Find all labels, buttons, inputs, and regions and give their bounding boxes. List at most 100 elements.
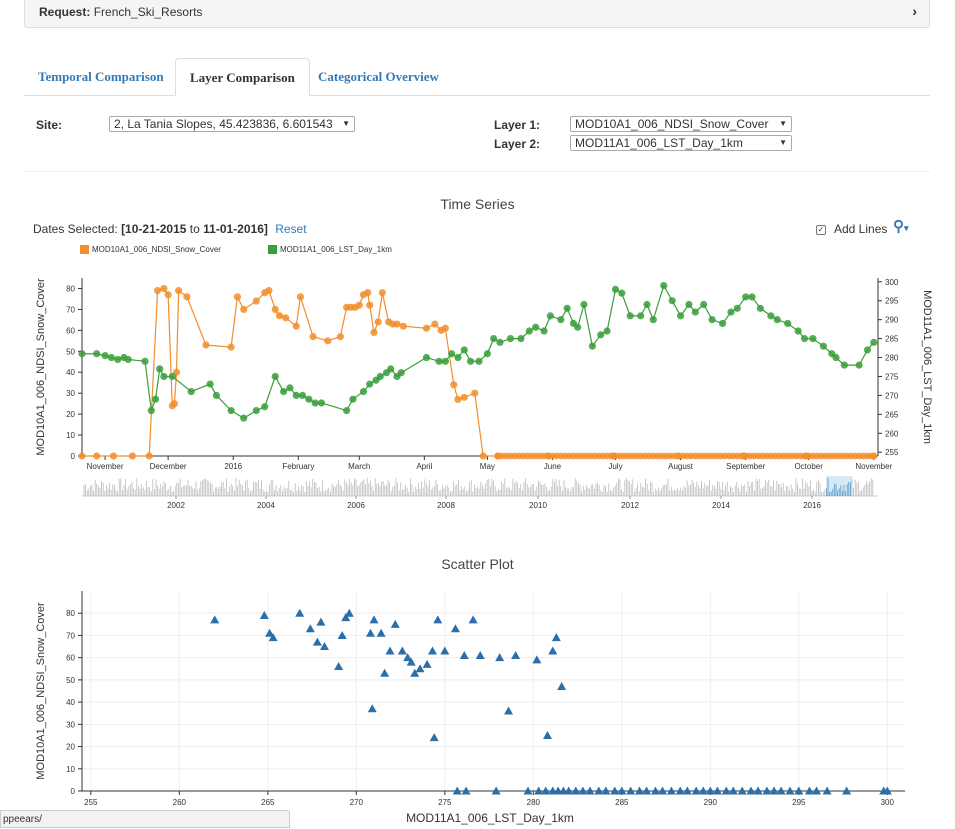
data-point — [227, 343, 235, 351]
data-point — [557, 682, 567, 691]
dates-prefix: Dates Selected: — [33, 222, 118, 236]
tab-layer-comparison[interactable]: Layer Comparison — [175, 58, 310, 96]
layer1-label: Layer 1: — [494, 118, 541, 132]
data-point — [296, 293, 305, 301]
x-tick-label: July — [608, 462, 622, 471]
data-point — [450, 381, 458, 389]
y-tick-label: 10 — [66, 431, 75, 440]
data-point — [128, 452, 137, 460]
data-point — [840, 361, 848, 369]
data-point — [748, 293, 756, 301]
data-point — [727, 308, 735, 316]
legend-swatch — [80, 245, 89, 255]
data-point — [415, 664, 425, 673]
scatter-chart[interactable]: 0 10 20 30 40 50 60 70 80 255 260 265 270 275 280 285 29… — [0, 585, 955, 828]
data-point — [175, 286, 183, 295]
chevron-down-icon: ▼ — [779, 119, 787, 128]
data-point — [336, 333, 344, 341]
data-point — [367, 704, 377, 713]
data-point — [441, 324, 449, 332]
tab-temporal-comparison[interactable]: Temporal Comparison — [38, 69, 164, 84]
navigator-tick-label: 2016 — [803, 501, 821, 510]
data-point — [626, 786, 636, 795]
data-point — [822, 786, 832, 795]
data-point — [666, 786, 676, 795]
y2-tick-label: 300 — [885, 278, 899, 287]
data-point — [440, 646, 450, 655]
data-point — [563, 304, 571, 312]
scatter-title: Scatter Plot — [441, 556, 514, 572]
data-point — [292, 391, 300, 400]
navigator-selection — [826, 476, 852, 496]
data-point — [376, 372, 384, 381]
layer2-select[interactable]: MOD11A1_006_LST_Day_1km ▼ — [570, 135, 792, 151]
data-point — [441, 357, 449, 365]
data-point — [691, 786, 701, 795]
request-bar[interactable]: Request: French_Ski_Resorts › — [24, 0, 930, 28]
data-point — [107, 353, 116, 362]
checkbox-icon[interactable]: ✓ — [816, 224, 826, 235]
data-point — [365, 628, 375, 637]
tab-categorical-overview[interactable]: Categorical Overview — [318, 69, 439, 84]
data-point — [475, 357, 483, 365]
data-point — [611, 285, 620, 293]
zoom-in-icon[interactable]: ⚲▾ — [893, 218, 909, 235]
data-point — [145, 452, 153, 460]
data-point — [753, 786, 763, 795]
layer1-select[interactable]: MOD10A1_006_NDSI_Snow_Cover ▼ — [570, 116, 792, 132]
data-point — [343, 406, 351, 415]
data-point — [151, 395, 160, 403]
data-point — [160, 372, 168, 381]
data-point — [265, 628, 275, 637]
timeseries-chart[interactable]: 0 10 20 30 40 50 60 70 80 255 260 265 270 275 280 285 29… — [0, 260, 955, 520]
add-lines-toggle[interactable]: ✓ Add Lines — [816, 222, 887, 236]
data-point — [668, 297, 676, 305]
legend-item-lst: MOD11A1_006_LST_Day_1km — [268, 245, 392, 255]
x-tick-label: May — [480, 462, 495, 471]
data-point — [617, 786, 627, 795]
data-point — [452, 786, 462, 795]
data-point — [650, 786, 660, 795]
data-point — [506, 334, 515, 343]
x-tick-label: 295 — [792, 798, 806, 807]
data-point — [344, 608, 354, 617]
data-point — [868, 452, 876, 460]
data-point — [450, 624, 460, 633]
series-line — [82, 287, 874, 457]
data-point — [491, 786, 501, 795]
data-point — [385, 646, 395, 655]
add-lines-label: Add Lines — [834, 222, 888, 236]
data-point — [475, 650, 485, 659]
data-point — [261, 403, 269, 411]
data-point — [298, 391, 307, 400]
data-point — [387, 365, 395, 373]
y2-tick-label: 265 — [885, 410, 899, 419]
y-tick-label: 50 — [66, 676, 75, 685]
data-point — [691, 308, 699, 316]
data-point — [317, 399, 326, 407]
data-point — [101, 352, 109, 360]
data-point — [259, 610, 269, 619]
data-point — [406, 657, 416, 666]
data-point — [309, 333, 317, 341]
data-point — [571, 786, 581, 795]
data-point — [433, 615, 443, 624]
chevron-right-icon[interactable]: › — [912, 3, 917, 19]
data-point — [532, 655, 542, 664]
data-point — [78, 452, 86, 460]
data-point — [109, 452, 118, 460]
y-tick-label: 20 — [66, 410, 75, 419]
y-tick-label: 60 — [66, 654, 75, 663]
data-point — [459, 650, 469, 659]
data-point — [265, 286, 273, 295]
data-point — [601, 786, 611, 795]
y-axis-label: MOD10A1_006_NDSI_Snow_Cover — [35, 278, 47, 456]
data-point — [311, 399, 319, 407]
data-point — [240, 305, 248, 314]
data-point — [635, 786, 645, 795]
data-point — [490, 334, 498, 343]
data-point — [642, 786, 652, 795]
reset-link[interactable]: Reset — [275, 222, 307, 236]
site-select[interactable]: 2, La Tania Slopes, 45.423836, 6.601543 … — [109, 116, 355, 132]
data-point — [183, 293, 191, 301]
